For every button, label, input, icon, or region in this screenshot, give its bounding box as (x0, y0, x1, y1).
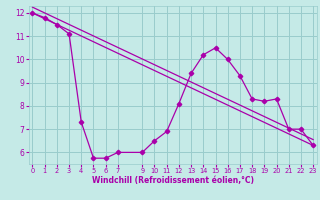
X-axis label: Windchill (Refroidissement éolien,°C): Windchill (Refroidissement éolien,°C) (92, 176, 254, 185)
